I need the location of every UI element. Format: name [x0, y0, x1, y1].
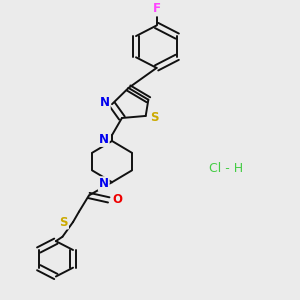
- Text: F: F: [153, 2, 160, 16]
- Text: N: N: [100, 96, 110, 109]
- Text: Cl - H: Cl - H: [209, 163, 244, 176]
- Text: O: O: [112, 194, 122, 206]
- Text: N: N: [99, 133, 109, 146]
- Text: S: S: [60, 215, 68, 229]
- Text: S: S: [150, 111, 158, 124]
- Text: N: N: [99, 177, 109, 190]
